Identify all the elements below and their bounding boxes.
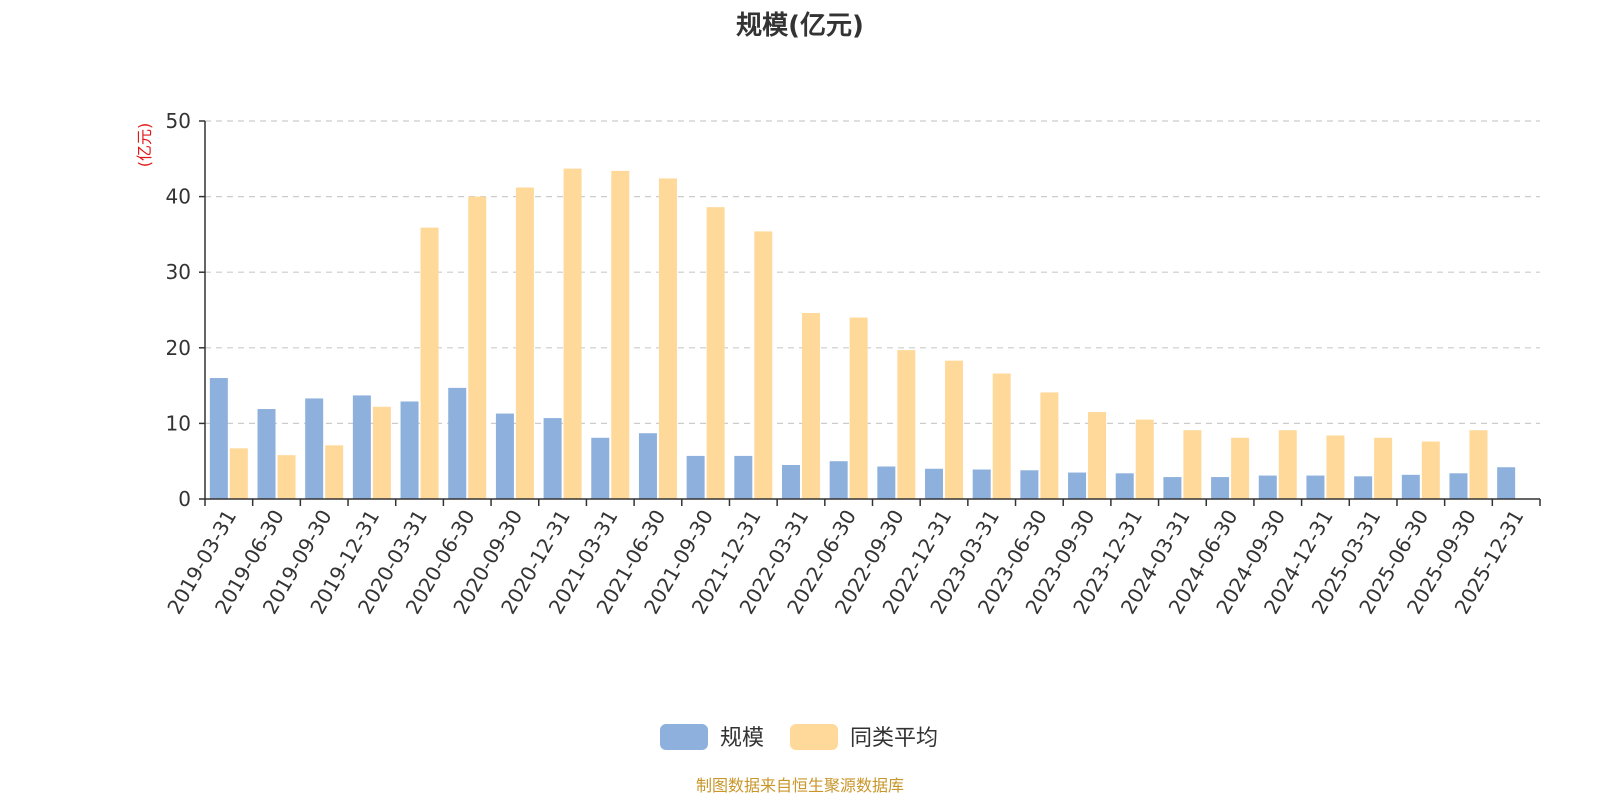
bar-scale xyxy=(734,455,753,499)
bars-group xyxy=(209,168,1516,500)
legend-item-scale-swatch xyxy=(660,724,708,750)
bar-scale xyxy=(972,469,991,499)
bar-scale xyxy=(1163,477,1182,499)
bar-scale xyxy=(495,413,514,499)
bar-scale xyxy=(305,398,324,499)
bar-scale xyxy=(1401,474,1420,499)
bar-scale xyxy=(1068,472,1087,499)
source-note: 制图数据来自恒生聚源数据库 xyxy=(696,776,904,795)
bar-peer-average xyxy=(515,187,534,499)
bar-scale xyxy=(209,378,228,499)
bar-peer-average xyxy=(229,448,248,499)
bar-scale xyxy=(638,433,657,499)
bar-scale xyxy=(1497,467,1516,499)
bar-peer-average xyxy=(1135,419,1154,499)
bar-peer-average xyxy=(706,207,725,499)
bar-scale xyxy=(877,466,896,499)
bar-scale xyxy=(591,437,610,499)
y-tick-label: 30 xyxy=(166,260,191,284)
bar-peer-average xyxy=(1469,430,1488,499)
bar-peer-average xyxy=(1040,392,1059,499)
chart-title: 规模(亿元) xyxy=(736,11,864,41)
bar-peer-average xyxy=(1278,430,1297,499)
bar-scale xyxy=(1020,470,1039,499)
y-tick-label: 50 xyxy=(166,109,191,133)
bar-peer-average xyxy=(1231,437,1250,499)
bar-peer-average xyxy=(1326,435,1345,499)
gridlines xyxy=(205,120,1540,424)
bar-scale xyxy=(448,387,467,499)
bar-peer-average xyxy=(563,168,582,500)
bar-scale xyxy=(781,464,800,499)
bar-peer-average xyxy=(897,350,916,499)
bar-scale xyxy=(1449,473,1468,499)
bar-scale xyxy=(257,409,276,499)
y-tick-label: 40 xyxy=(166,185,191,209)
bar-scale xyxy=(1211,477,1230,499)
bar-scale xyxy=(686,455,705,499)
y-axis-label: (亿元) xyxy=(135,123,154,168)
bar-scale xyxy=(925,468,944,499)
bar-peer-average xyxy=(945,360,964,499)
bar-scale xyxy=(1306,475,1325,499)
y-tick-label: 10 xyxy=(166,411,191,435)
bar-scale xyxy=(1258,475,1277,499)
legend-item-peer-average-label: 同类平均 xyxy=(850,726,938,751)
bar-peer-average xyxy=(611,170,630,499)
bar-peer-average xyxy=(325,445,344,499)
bar-scale xyxy=(1115,473,1134,499)
bar-peer-average xyxy=(1088,412,1107,499)
y-tick-label: 20 xyxy=(166,336,191,360)
legend-item-peer-average-swatch xyxy=(790,724,838,750)
y-tick-label: 0 xyxy=(178,487,191,511)
bar-peer-average xyxy=(468,196,487,499)
bar-peer-average xyxy=(1183,430,1202,499)
bar-scale xyxy=(829,461,848,499)
bar-peer-average xyxy=(277,455,296,499)
legend: 规模 同类平均 xyxy=(660,724,938,751)
bar-scale xyxy=(400,401,419,499)
bar-scale xyxy=(1354,476,1373,499)
bar-peer-average xyxy=(420,227,439,499)
legend-item-scale-label: 规模 xyxy=(720,726,764,751)
bar-peer-average xyxy=(372,406,391,499)
bar-scale xyxy=(352,395,371,499)
bar-peer-average xyxy=(754,231,773,499)
bar-peer-average xyxy=(992,373,1011,499)
bar-peer-average xyxy=(1421,441,1440,499)
bar-scale xyxy=(543,418,562,499)
bar-peer-average xyxy=(1374,437,1393,499)
bar-peer-average xyxy=(849,317,868,499)
bar-peer-average xyxy=(658,178,677,499)
bar-peer-average xyxy=(801,313,820,499)
